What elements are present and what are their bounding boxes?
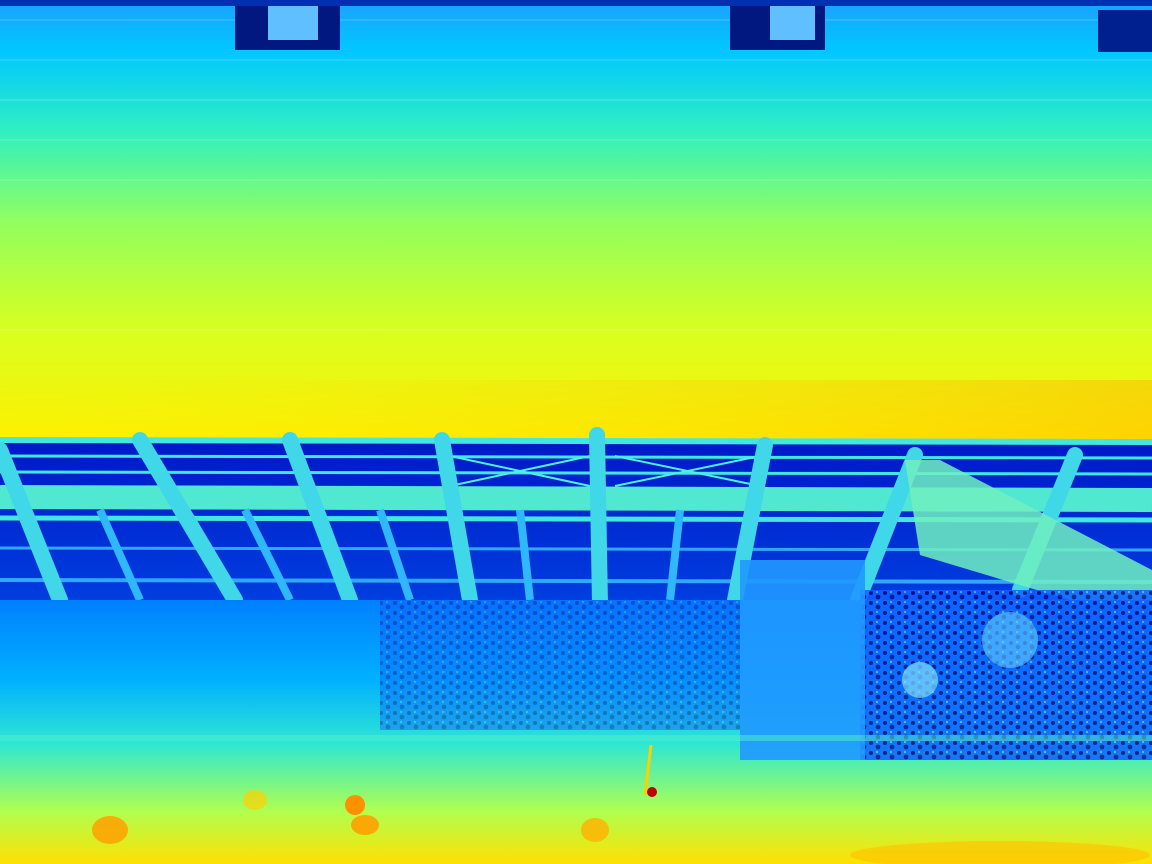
warm-spots (92, 790, 1150, 864)
roof-edge (0, 380, 1152, 440)
shrub (982, 612, 1038, 668)
ground-texture (380, 600, 740, 730)
roof-vent (268, 0, 318, 40)
truss-columns-back (96, 508, 684, 602)
roof-vent (770, 0, 815, 40)
roof (0, 0, 1152, 440)
curb (0, 735, 1152, 741)
roof-vent (1098, 10, 1152, 52)
pole (643, 744, 653, 796)
walkway (740, 560, 865, 760)
red-dot (647, 787, 657, 797)
shrub (902, 662, 938, 698)
stair (905, 460, 1152, 615)
roof-top (0, 0, 1152, 6)
truss-cross (449, 455, 761, 487)
roof-ribs (0, 19, 1152, 331)
